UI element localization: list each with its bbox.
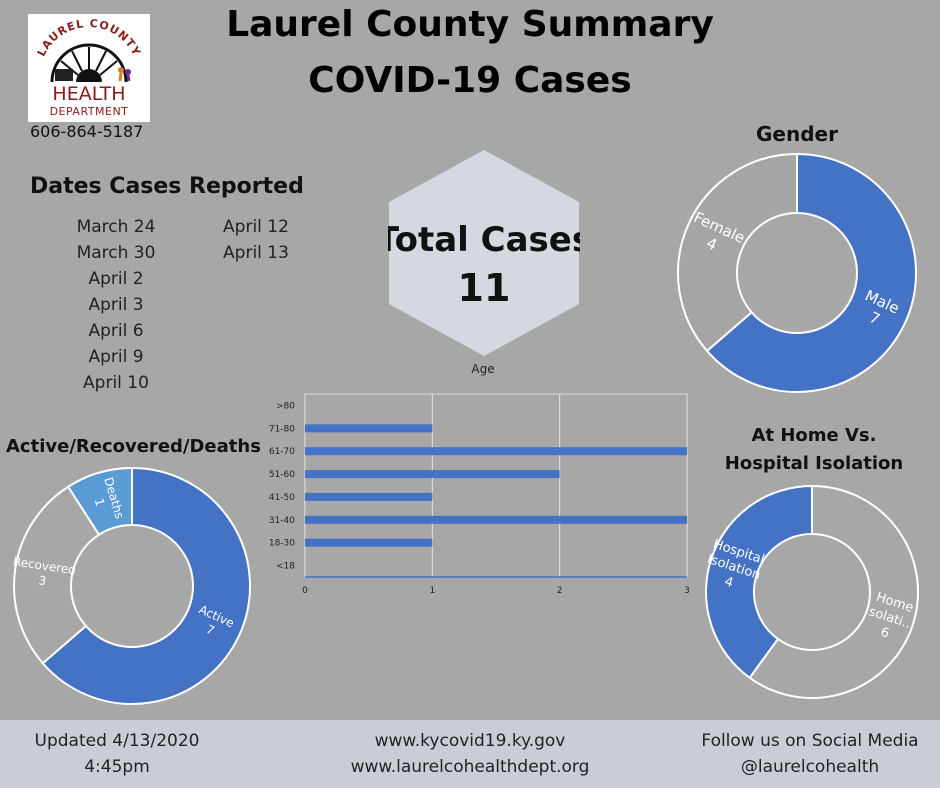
date-item: April 10 [83,373,149,393]
title-line-1: Laurel County Summary [226,4,714,45]
status-slice-2 [66,466,133,537]
total-cases-value: 11 [458,266,511,310]
link-kycovid[interactable]: www.kycovid19.ky.gov [374,731,566,751]
date-item: April 6 [88,321,144,341]
date-item: April 3 [88,295,144,315]
isolation-chart-title: At Home Vs. Hospital Isolation [704,422,924,478]
footer-links: www.kycovid19.ky.gov www.laurelcohealthd… [330,728,610,780]
age-bar [305,424,433,433]
age-y-tick: 31-40 [269,516,295,526]
gender-slice-1 [677,152,798,353]
footer-social: Follow us on Social Media @laurelcohealt… [690,728,930,780]
logo-line-1: HEALTH [52,83,125,105]
age-bar [305,447,687,456]
social-handle[interactable]: @laurelcohealth [740,757,880,777]
age-x-tick: 0 [302,586,308,596]
status-label-1-1: 3 [38,573,48,588]
date-item: April 2 [88,269,144,289]
logo-line-2: DEPARTMENT [50,105,129,118]
age-y-tick: <18 [276,562,295,572]
age-chart-title: Age [471,362,494,376]
age-y-tick: 61-70 [269,447,295,457]
footer-updated: Updated 4/13/2020 4:45pm [14,728,220,780]
age-bar [305,538,433,547]
status-slice-1 [13,485,101,665]
age-y-tick: >80 [276,401,295,411]
status-chart-title: Active/Recovered/Deaths [6,436,261,457]
date-item: April 12 [223,217,289,237]
link-health-dept[interactable]: www.laurelcohealthdept.org [350,757,590,777]
phone-number: 606-864-5187 [30,122,144,141]
updated-date: Updated 4/13/2020 [34,731,200,751]
total-cases-label: Total Cases [388,220,580,260]
age-y-tick: 51-60 [269,470,295,480]
health-department-logo: LAUREL COUNTY HEALTH DEPARTMENT [28,14,150,122]
age-bar [305,515,687,524]
status-slice-0 [41,466,251,705]
dates-section-title: Dates Cases Reported [30,174,304,199]
updated-time: 4:45pm [84,757,150,777]
dates-column-2: April 12 April 13 [206,214,306,266]
age-bar-chart: Age >80 71-80 61-70 51-60 41-50 31-40 18-30 <18… [269,362,690,596]
gender-chart-title: Gender [756,122,838,146]
total-cases-hexagon: Total Cases 11 [388,150,580,356]
footer-bar: Updated 4/13/2020 4:45pm www.kycovid19.k… [0,720,940,788]
dates-column-1: March 24 March 30 April 2 April 3 April … [56,214,176,396]
title-line-2: COVID-19 Cases [308,60,632,101]
isolation-slice-1 [705,484,813,680]
age-bar [305,492,433,501]
age-x-tick: 3 [684,586,690,596]
isolation-title-line-1: At Home Vs. [751,425,877,446]
date-item: April 13 [223,243,289,263]
isolation-title-line-2: Hospital Isolation [724,453,904,474]
status-label-2-1: 1 [92,497,108,508]
age-x-tick: 2 [557,586,563,596]
age-y-tick: 71-80 [269,424,295,434]
gender-slice-0 [705,152,917,393]
age-y-tick: 18-30 [269,539,295,549]
age-x-tick: 1 [429,586,435,596]
social-text: Follow us on Social Media [701,731,919,751]
age-y-tick: 41-50 [269,493,295,503]
isolation-slice-0 [748,484,919,699]
age-bar [305,470,560,479]
date-item: March 24 [76,217,156,237]
date-item: April 9 [88,347,144,367]
date-item: March 30 [76,243,156,263]
